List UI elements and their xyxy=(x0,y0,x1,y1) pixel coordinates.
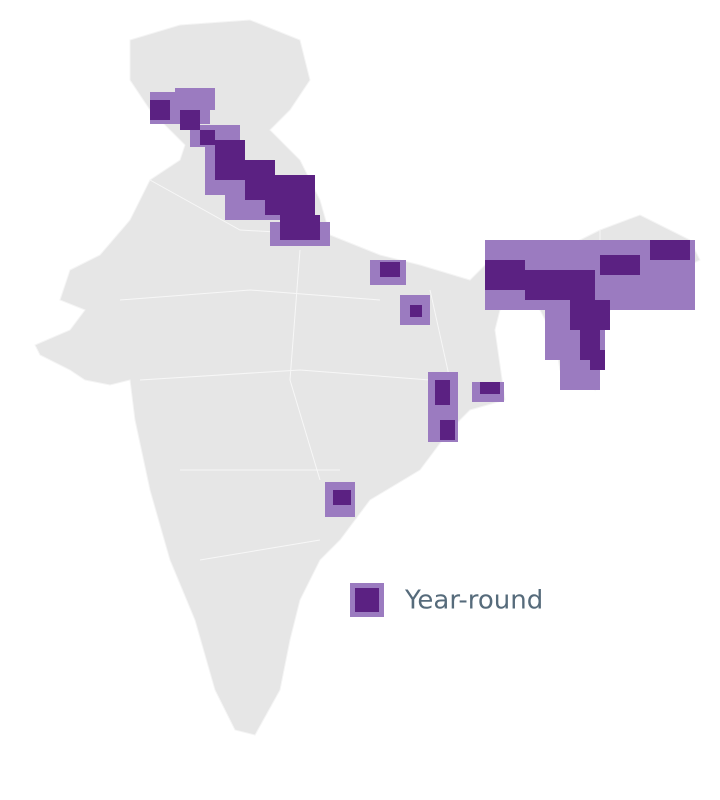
state-borders xyxy=(119,179,601,561)
country-shape xyxy=(34,19,701,736)
legend: Year-round xyxy=(350,583,543,617)
legend-label: Year-round xyxy=(404,586,543,616)
legend-swatch-inner xyxy=(355,588,379,612)
range-cells-dark xyxy=(150,100,690,505)
